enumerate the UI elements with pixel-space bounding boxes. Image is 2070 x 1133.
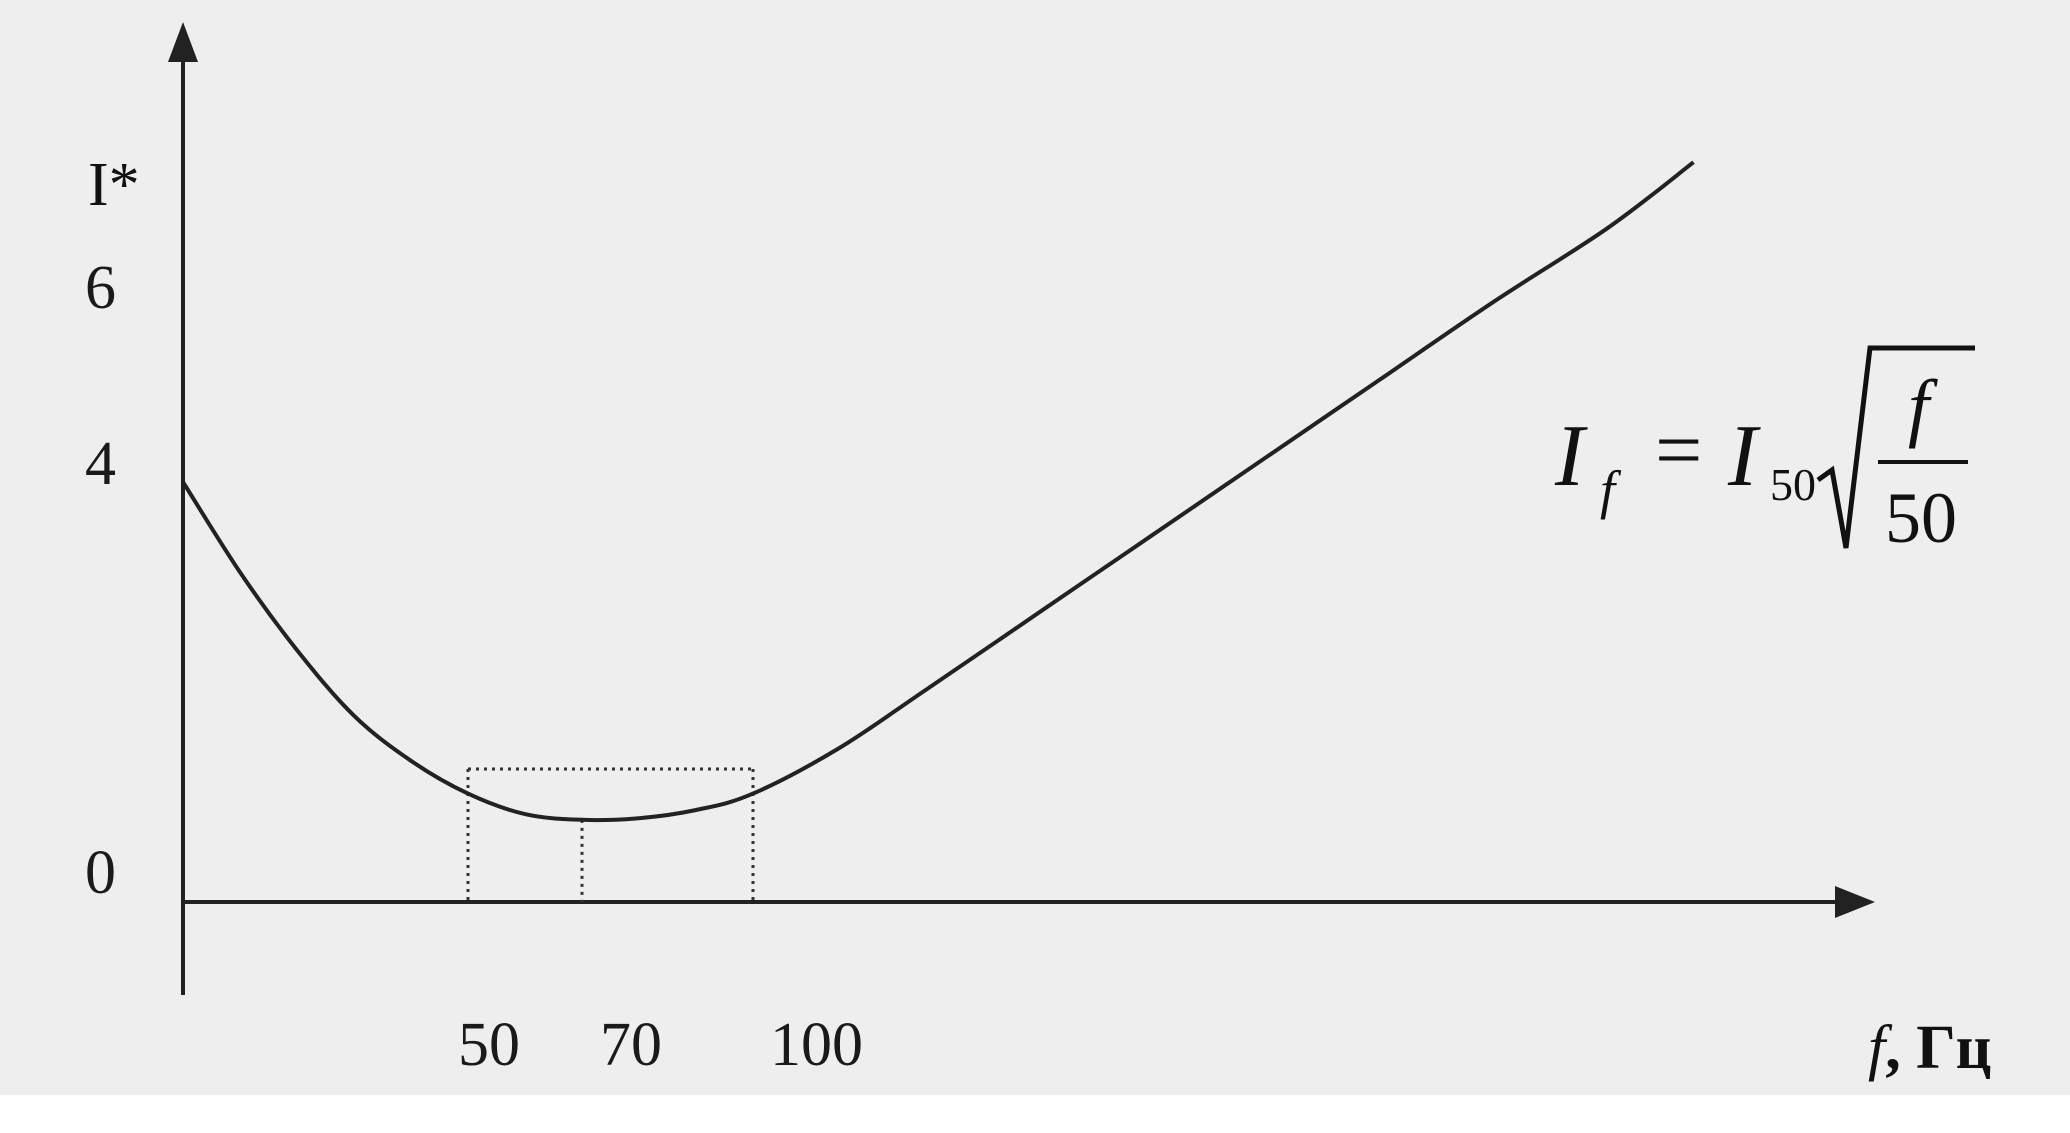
- scan-margin: [0, 1095, 2070, 1133]
- y-axis-label: I*: [88, 151, 140, 219]
- formula-rhs-sub: 50: [1770, 459, 1816, 510]
- formula-lhs-sub: f: [1600, 460, 1622, 520]
- y-tick-label-6: 6: [85, 254, 116, 322]
- formula: I f = I 50 f 50: [1554, 345, 1975, 558]
- x-tick-label-100: 100: [770, 1011, 863, 1079]
- series-line: [181, 160, 1695, 823]
- y-axis-arrow-icon: [168, 22, 198, 62]
- x-axis-label: f, Гц: [1868, 1014, 1991, 1082]
- series-points: [181, 160, 1696, 822]
- x-axis-label-unit: , Гц: [1885, 1014, 1991, 1082]
- guide-lines: [466, 767, 755, 902]
- y-tick-label-0: 0: [85, 839, 116, 907]
- formula-fraction-numerator: f: [1908, 365, 1938, 449]
- formula-fraction-denominator: 50: [1885, 478, 1957, 558]
- formula-lhs: I: [1554, 408, 1588, 505]
- y-tick-label-4: 4: [85, 430, 116, 498]
- x-axis-arrow-icon: [1835, 886, 1875, 918]
- x-tick-label-70: 70: [600, 1011, 662, 1079]
- formula-rhs: I: [1727, 408, 1761, 505]
- x-tick-label-50: 50: [458, 1011, 520, 1079]
- formula-equals: =: [1655, 404, 1702, 497]
- formula-sqrt-sign: [1816, 345, 1975, 549]
